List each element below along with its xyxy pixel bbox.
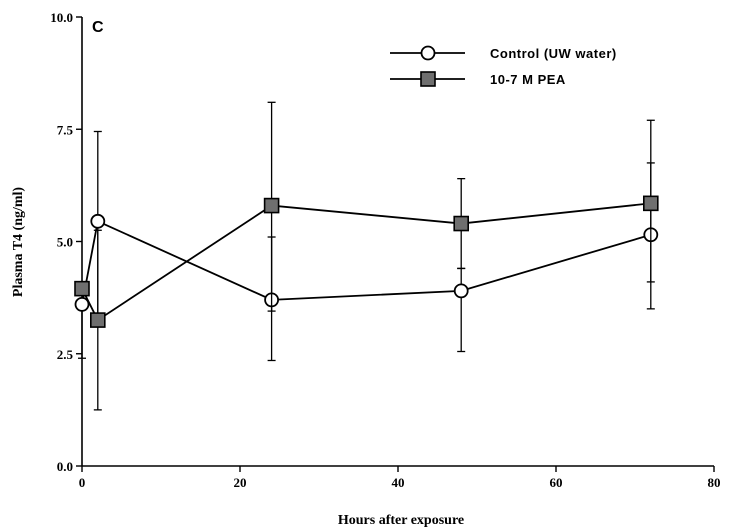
plot-area xyxy=(74,101,659,411)
y-tick-label: 0.0 xyxy=(57,459,73,474)
legend-label-control: Control (UW water) xyxy=(490,46,617,61)
y-tick-label: 10.0 xyxy=(50,10,73,25)
y-ticks: 0.0 2.5 5.0 7.5 10.0 xyxy=(50,10,82,474)
x-axis-title: Hours after exposure xyxy=(338,513,464,528)
data-point-square xyxy=(74,280,90,297)
y-axis-title: Plasma T4 (ng/ml) xyxy=(11,187,26,298)
series-pea xyxy=(74,101,659,411)
y-tick-label: 5.0 xyxy=(57,235,73,250)
data-point-circle xyxy=(90,213,106,229)
data-point-square xyxy=(90,312,106,328)
series-line xyxy=(81,220,652,305)
data-point-circle xyxy=(74,296,90,312)
x-tick-label: 80 xyxy=(708,475,721,490)
legend: Control (UW water) 10-7 M PEA xyxy=(390,45,617,87)
x-tick-label: 40 xyxy=(392,475,405,490)
legend-entry-pea: 10-7 M PEA xyxy=(390,71,566,87)
data-point-square xyxy=(642,195,659,212)
legend-marker-square xyxy=(420,71,436,87)
axes xyxy=(81,17,714,467)
x-tick-label: 20 xyxy=(234,475,247,490)
data-point-square xyxy=(263,197,280,214)
legend-entry-control: Control (UW water) xyxy=(390,45,617,61)
data-point-circle xyxy=(453,283,469,299)
x-ticks: 0 20 40 60 80 xyxy=(79,466,721,490)
x-tick-label: 60 xyxy=(550,475,563,490)
legend-label-pea: 10-7 M PEA xyxy=(490,72,566,87)
data-point-square xyxy=(453,215,470,232)
x-tick-label: 0 xyxy=(79,475,86,490)
series-line xyxy=(81,202,651,322)
panel-label: C xyxy=(92,19,104,36)
series-control xyxy=(74,130,659,359)
legend-marker-circle xyxy=(420,45,436,61)
y-tick-label: 7.5 xyxy=(57,122,74,137)
y-tick-label: 2.5 xyxy=(57,347,74,362)
